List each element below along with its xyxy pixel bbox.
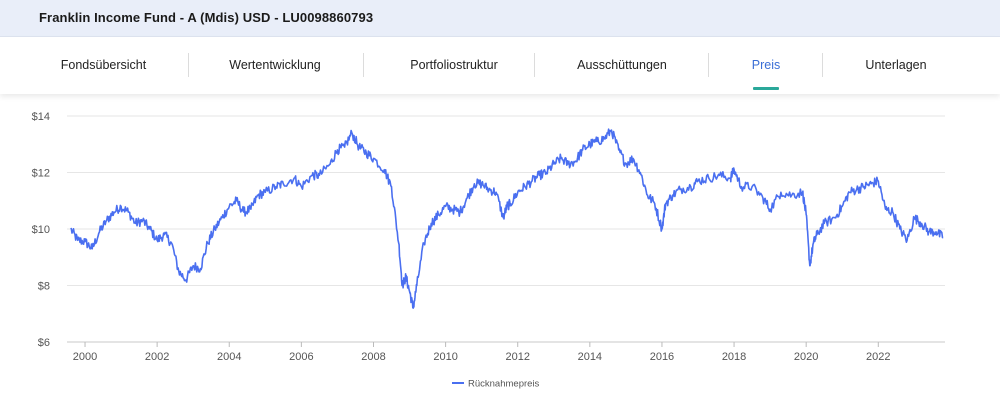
- tab-label: Preis: [751, 57, 781, 72]
- x-tick-label: 2012: [505, 351, 529, 363]
- tab-unterlagen[interactable]: Unterlagen: [850, 37, 942, 92]
- tab-wertentwicklung[interactable]: Wertentwicklung: [212, 37, 338, 92]
- tab-divider: [363, 53, 364, 77]
- tab-label: Wertentwicklung: [229, 57, 321, 72]
- grid-lines: [67, 115, 945, 343]
- tab-divider: [822, 53, 823, 77]
- tab-divider: [188, 53, 189, 77]
- tab-bar: Fondsübersicht Wertentwicklung Portfolio…: [0, 37, 1000, 94]
- tab-portfoliostruktur[interactable]: Portfoliostruktur: [388, 37, 520, 92]
- fund-title: Franklin Income Fund - A (Mdis) USD - LU…: [39, 10, 374, 25]
- x-tick-label: 2006: [289, 351, 313, 363]
- x-tick-label: 2002: [145, 351, 169, 363]
- x-tick-label: 2004: [217, 351, 241, 363]
- x-axis: 2000 2002 2004 2006 2008 2010 2012 2014 2016 2018…: [73, 342, 891, 363]
- tab-label: Portfoliostruktur: [410, 57, 498, 72]
- tab-fondsuebersicht[interactable]: Fondsübersicht: [45, 37, 162, 92]
- series-layer: [70, 128, 944, 309]
- tab-label: Fondsübersicht: [60, 57, 147, 72]
- tab-ausschuettungen[interactable]: Ausschüttungen: [560, 37, 684, 92]
- y-tick-label: $8: [38, 281, 50, 293]
- x-tick-label: 2022: [866, 351, 890, 363]
- tab-divider: [534, 53, 535, 77]
- tab-preis[interactable]: Preis: [736, 37, 796, 92]
- x-tick-label: 2016: [650, 351, 674, 363]
- active-tab-indicator: [753, 87, 779, 90]
- y-tick-label: $10: [32, 224, 50, 236]
- x-tick-label: 2014: [578, 351, 602, 363]
- y-tick-label: $6: [38, 337, 50, 349]
- fund-title-bar: Franklin Income Fund - A (Mdis) USD - LU…: [0, 0, 1000, 37]
- x-tick-label: 2020: [794, 351, 818, 363]
- tab-label: Ausschüttungen: [577, 57, 667, 72]
- price-chart-svg[interactable]: $14$12$10$8$6 2000 2002 2004 2006 2008 2010 20…: [0, 94, 1000, 406]
- y-tick-label: $14: [32, 111, 50, 123]
- tab-divider: [708, 53, 709, 77]
- x-tick-label: 2000: [73, 351, 97, 363]
- legend[interactable]: Rücknahmepreis: [452, 379, 540, 390]
- y-axis: $14 $12 $10 $8 $6: [32, 111, 50, 349]
- legend-label[interactable]: Rücknahmepreis: [468, 379, 540, 390]
- series-line[interactable]: [70, 128, 944, 309]
- tab-label: Unterlagen: [865, 57, 927, 72]
- x-tick-label: 2018: [722, 351, 746, 363]
- x-tick-label: 2010: [433, 351, 457, 363]
- price-chart[interactable]: $14 $12 $10 $8 $6 2000 2002 2004 2006 2008 2010 20…: [0, 94, 1000, 406]
- x-tick-label: 2008: [361, 351, 385, 363]
- y-tick-label: $12: [32, 168, 50, 180]
